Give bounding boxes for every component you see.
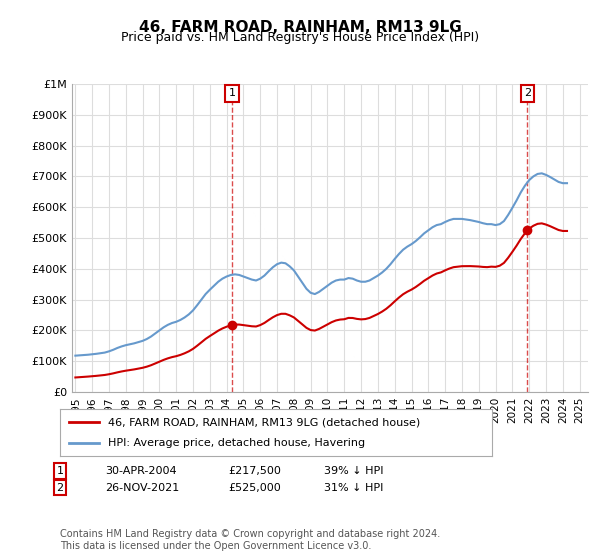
Text: 2: 2 (524, 88, 531, 98)
Text: 1: 1 (56, 466, 64, 476)
Text: 46, FARM ROAD, RAINHAM, RM13 9LG (detached house): 46, FARM ROAD, RAINHAM, RM13 9LG (detach… (107, 417, 420, 427)
Text: HPI: Average price, detached house, Havering: HPI: Average price, detached house, Have… (107, 438, 365, 448)
Text: £217,500: £217,500 (228, 466, 281, 476)
Text: Contains HM Land Registry data © Crown copyright and database right 2024.
This d: Contains HM Land Registry data © Crown c… (60, 529, 440, 551)
Text: £525,000: £525,000 (228, 483, 281, 493)
Text: 2: 2 (56, 483, 64, 493)
Text: 26-NOV-2021: 26-NOV-2021 (105, 483, 179, 493)
Text: 1: 1 (229, 88, 236, 98)
Text: 31% ↓ HPI: 31% ↓ HPI (324, 483, 383, 493)
Text: 46, FARM ROAD, RAINHAM, RM13 9LG: 46, FARM ROAD, RAINHAM, RM13 9LG (139, 20, 461, 35)
Text: 30-APR-2004: 30-APR-2004 (105, 466, 176, 476)
Text: 39% ↓ HPI: 39% ↓ HPI (324, 466, 383, 476)
Text: Price paid vs. HM Land Registry's House Price Index (HPI): Price paid vs. HM Land Registry's House … (121, 31, 479, 44)
